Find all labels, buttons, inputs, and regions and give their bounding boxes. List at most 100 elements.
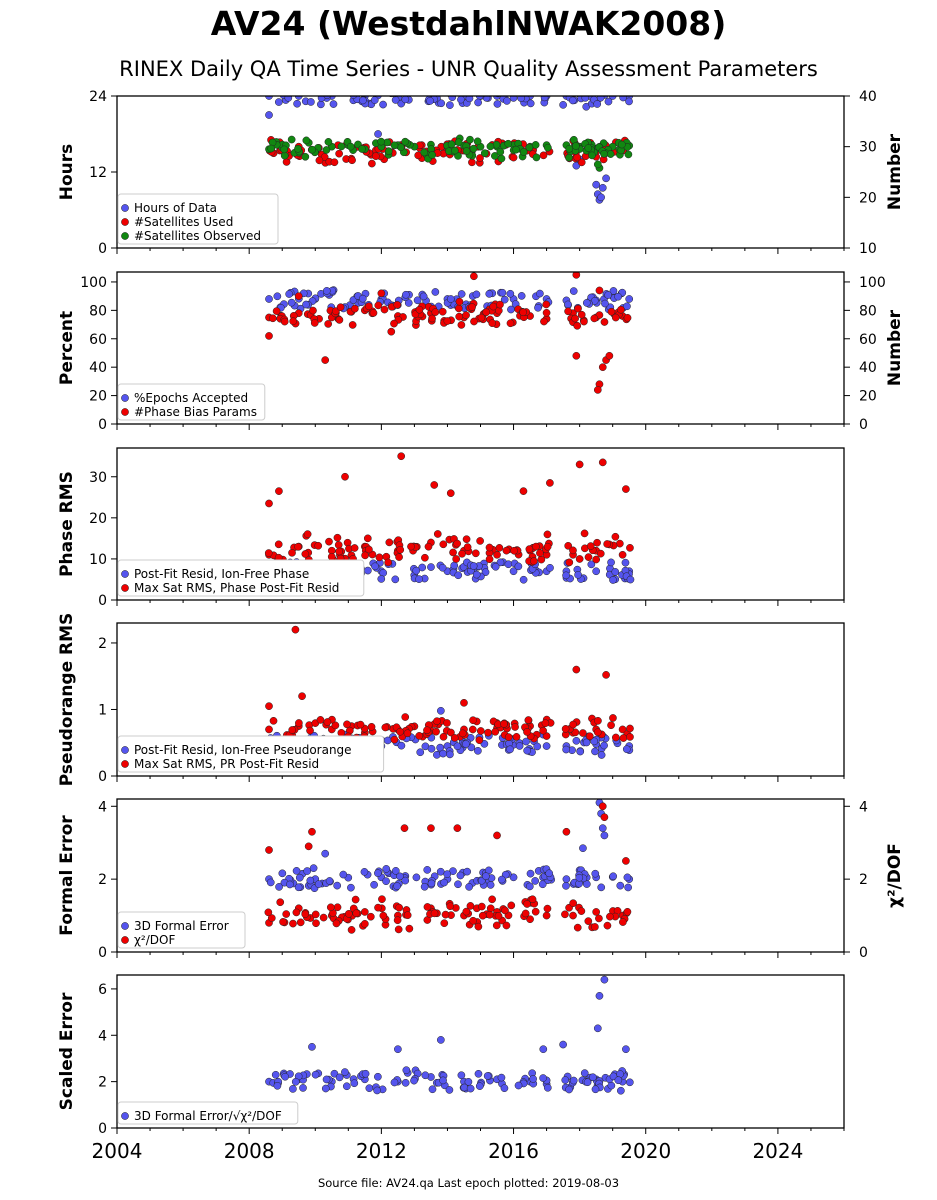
data-point [470,317,478,326]
data-point [486,904,495,913]
data-point [488,88,495,95]
data-point [598,802,607,811]
data-point [448,96,457,102]
data-point [308,827,316,836]
data-point [496,300,504,309]
data-point [361,1069,370,1078]
data-point [498,288,507,297]
data-point [402,1066,411,1075]
data-point [451,146,459,155]
data-point [413,296,422,305]
data-point [531,907,540,916]
data-point [496,148,505,156]
y-axis-label: Hours [57,144,77,201]
data-point [506,289,515,298]
data-point [622,485,630,493]
data-point [291,1077,300,1086]
data-point [506,319,515,328]
data-point [323,96,331,99]
data-point [569,287,578,295]
data-point [514,562,523,571]
data-point [267,914,276,922]
data-point [419,292,428,301]
data-point [474,98,482,107]
data-point [591,747,599,756]
data-point [621,558,630,567]
data-point [582,880,591,888]
data-point [284,96,293,102]
data-point [575,460,584,469]
data-point [420,882,429,891]
data-point [563,87,570,94]
legend-label: 3D Formal Error [134,919,229,933]
data-point [390,735,399,744]
data-point [412,566,421,575]
data-point [466,902,475,910]
data-point [285,290,294,298]
data-point [526,869,535,878]
data-point [625,97,633,106]
data-point [593,728,602,737]
data-point [571,728,580,737]
data-point [360,908,369,916]
data-point [337,142,346,151]
data-point [529,1075,537,1083]
data-point [533,742,542,751]
data-point [391,575,400,584]
legend-label: %Epochs Accepted [134,391,248,405]
data-point [609,872,618,881]
data-point [605,351,614,360]
data-point [580,1069,589,1077]
legend-marker [121,746,129,754]
data-point [350,1079,359,1088]
data-point [596,96,605,102]
data-point [275,883,283,891]
data-point [427,879,436,888]
data-point [294,883,303,892]
data-point [562,881,570,890]
data-point [609,576,617,584]
data-point [562,571,570,580]
data-point [458,549,466,558]
data-point [626,724,634,733]
data-point [384,147,393,156]
data-point [375,84,382,91]
data-point [397,741,406,750]
data-point [497,154,506,163]
data-point [568,96,577,105]
data-point [604,291,613,299]
data-point [619,96,627,102]
data-point [572,142,580,150]
data-point [416,748,425,757]
data-point [462,311,470,320]
data-point [565,144,574,153]
legend-label: #Phase Bias Params [134,405,257,419]
data-point [443,870,452,878]
data-point [592,567,601,576]
data-point [625,295,634,303]
legend-marker [121,394,129,402]
data-point [427,744,436,753]
data-point [485,543,494,552]
data-point [542,732,551,740]
data-point [383,736,392,745]
data-point [539,151,548,160]
data-point [379,911,388,920]
data-point [486,881,495,889]
data-point [371,152,380,161]
data-point [323,718,332,726]
data-point [335,547,344,556]
data-point [446,902,455,911]
data-point [309,306,317,315]
data-point [532,542,540,551]
data-point [322,1075,331,1084]
data-point [542,308,551,317]
data-point [517,88,524,95]
data-point [470,272,478,281]
data-point [474,1069,483,1078]
data-point [519,575,528,584]
data-point [335,316,344,324]
data-point [454,138,463,147]
data-point [315,156,324,165]
data-point [325,877,334,885]
